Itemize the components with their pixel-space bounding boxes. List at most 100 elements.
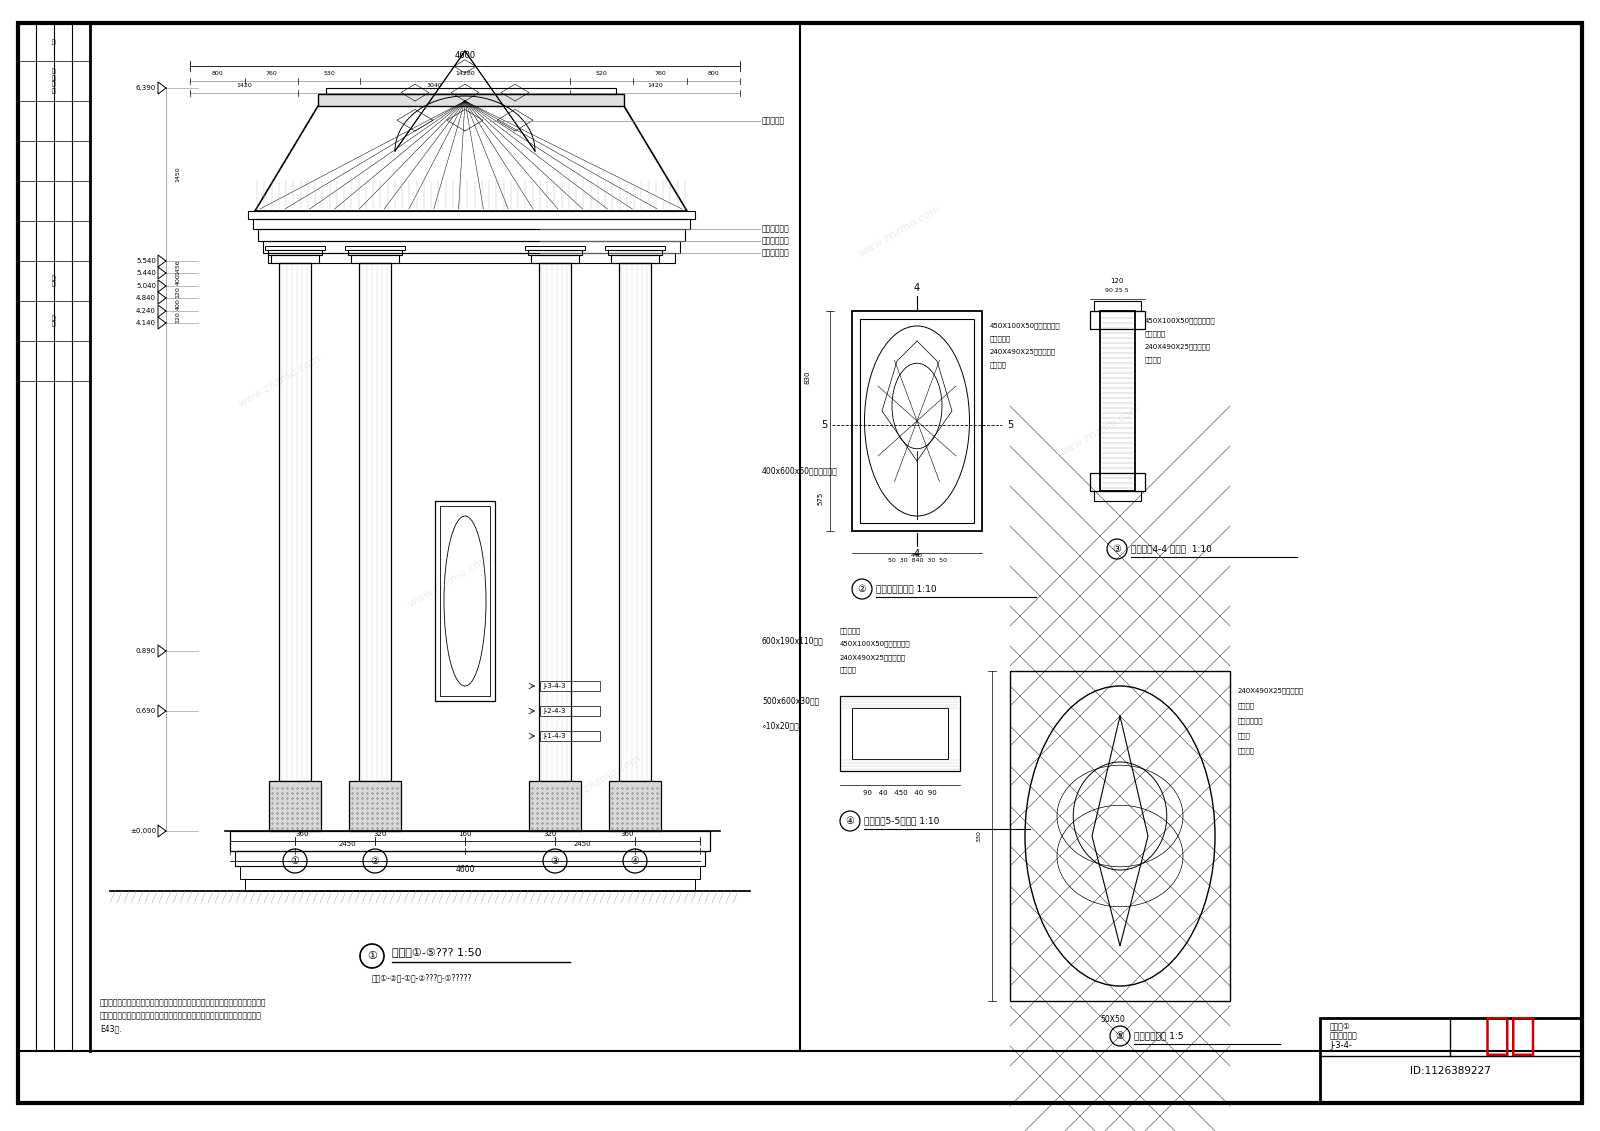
Text: 拉涨固皮: 拉涨固皮: [1238, 702, 1254, 709]
Bar: [851, 311, 982, 530]
Bar: [358, 264, 390, 782]
Bar: [245, 879, 694, 891]
Bar: [350, 254, 398, 264]
Text: 5.540: 5.540: [136, 258, 157, 264]
Text: 镶嵌花纹见: 镶嵌花纹见: [762, 116, 786, 126]
Text: 320: 320: [544, 831, 557, 837]
Text: 450X100X50金属覆层柱顶: 450X100X50金属覆层柱顶: [1146, 318, 1216, 325]
Text: 800: 800: [707, 71, 720, 76]
Bar: [1090, 311, 1146, 329]
Text: 50  30  840  30  50: 50 30 840 30 50: [888, 559, 947, 563]
Text: 4.240: 4.240: [136, 308, 157, 314]
Text: 50X50: 50X50: [1101, 1015, 1125, 1024]
Text: 760: 760: [654, 71, 666, 76]
Text: 240X490X25厚架焰轋板: 240X490X25厚架焰轋板: [990, 348, 1056, 355]
Text: www.znzmo.com: www.znzmo.com: [858, 204, 942, 259]
Text: 90 25 5: 90 25 5: [1106, 288, 1130, 294]
Bar: [253, 219, 690, 228]
Text: 360: 360: [621, 831, 634, 837]
Text: 金属覆层焰轋: 金属覆层焰轋: [1238, 718, 1264, 724]
Text: 120: 120: [176, 286, 181, 297]
Text: J-1-4-3: J-1-4-3: [542, 733, 566, 739]
Bar: [619, 264, 651, 782]
Bar: [608, 250, 662, 254]
Text: ②: ②: [858, 584, 866, 594]
Text: 400: 400: [176, 299, 181, 310]
Text: 830: 830: [805, 370, 810, 383]
Text: ID:1126389227: ID:1126389227: [1410, 1067, 1491, 1076]
Text: 5: 5: [821, 421, 827, 431]
Text: 240X490X25厚架焰轋板: 240X490X25厚架焰轋板: [1146, 344, 1211, 351]
Text: 签
字: 签 字: [53, 275, 56, 287]
Bar: [531, 254, 579, 264]
Bar: [539, 264, 571, 782]
Text: 760: 760: [266, 71, 277, 76]
Text: 4: 4: [914, 283, 920, 293]
Text: ③: ③: [550, 856, 560, 866]
Text: ④: ④: [846, 815, 854, 826]
Text: 4.140: 4.140: [136, 320, 157, 326]
Text: 4600: 4600: [454, 51, 475, 60]
Text: 600x190x110板木: 600x190x110板木: [762, 637, 824, 646]
Text: ⑤: ⑤: [1115, 1031, 1125, 1041]
Text: 缓嵌左柱5-5剪面图 1:10: 缓嵌左柱5-5剪面图 1:10: [864, 817, 939, 826]
Polygon shape: [158, 280, 166, 292]
Text: J-3-4-: J-3-4-: [1330, 1042, 1352, 1051]
Text: www.znzmo.com: www.znzmo.com: [557, 753, 643, 809]
Bar: [318, 94, 624, 106]
Bar: [258, 228, 685, 241]
Text: 木龙骨: 木龙骨: [1238, 733, 1251, 740]
Bar: [1010, 671, 1230, 1001]
Text: 修
改
内
容: 修 改 内 容: [53, 69, 56, 94]
Bar: [278, 264, 310, 782]
Polygon shape: [158, 705, 166, 717]
Text: 木架胚钉: 木架胚钉: [1238, 748, 1254, 754]
Text: 紫铜笼钣详图 1:5: 紫铜笼钣详图 1:5: [1134, 1031, 1184, 1041]
Bar: [248, 211, 694, 219]
Text: 6.390: 6.390: [136, 85, 157, 90]
Text: 1456: 1456: [176, 259, 181, 275]
Text: 另屏表①: 另屏表①: [1330, 1021, 1350, 1030]
Text: 二道，阐氧涂料二道，销单引水使用，切勿封边，局部处理平衡，重量：图像就: 二道，阐氧涂料二道，销单引水使用，切勿封边，局部处理平衡，重量：图像就: [99, 1011, 262, 1020]
Text: 14280: 14280: [454, 71, 475, 76]
Text: 缓嵌石材立面图 1:10: 缓嵌石材立面图 1:10: [877, 585, 936, 594]
Bar: [851, 708, 947, 759]
Text: 日
期: 日 期: [53, 314, 56, 327]
Bar: [1090, 473, 1146, 491]
Text: ④: ④: [630, 856, 640, 866]
Text: 330: 330: [978, 830, 982, 841]
Bar: [861, 319, 974, 523]
Bar: [541, 681, 600, 691]
Text: ①: ①: [366, 951, 378, 961]
Bar: [269, 253, 675, 264]
Text: www.znzmo.com: www.znzmo.com: [406, 553, 493, 608]
Bar: [1094, 491, 1141, 501]
Bar: [235, 851, 706, 866]
Polygon shape: [158, 83, 166, 94]
Polygon shape: [158, 292, 166, 304]
Bar: [530, 782, 581, 831]
Bar: [541, 706, 600, 716]
Bar: [270, 254, 318, 264]
Text: 440: 440: [910, 553, 923, 558]
Text: 500x600x30板木: 500x600x30板木: [762, 697, 819, 706]
Text: 缓嵌石最4-4 剪面图  1:10: 缓嵌石最4-4 剪面图 1:10: [1131, 544, 1211, 553]
Bar: [349, 250, 402, 254]
Text: 1450: 1450: [176, 166, 181, 182]
Text: 金属覆层柱顶: 金属覆层柱顶: [762, 224, 790, 233]
Bar: [346, 247, 405, 250]
Polygon shape: [158, 305, 166, 317]
Text: 1420: 1420: [237, 83, 251, 88]
Bar: [262, 241, 680, 253]
Polygon shape: [158, 254, 166, 267]
Text: E43机.: E43机.: [99, 1025, 122, 1034]
Text: 4600: 4600: [456, 865, 475, 874]
Text: 400: 400: [176, 274, 181, 285]
Text: 拉涨固皮: 拉涨固皮: [990, 362, 1006, 369]
Bar: [440, 506, 490, 696]
Text: 240X490X25厚架焰轋板: 240X490X25厚架焰轋板: [1238, 688, 1304, 694]
Text: 0.890: 0.890: [136, 648, 157, 654]
Text: 160: 160: [458, 831, 472, 837]
Text: 3040: 3040: [426, 83, 442, 88]
Text: 2450: 2450: [574, 841, 592, 847]
